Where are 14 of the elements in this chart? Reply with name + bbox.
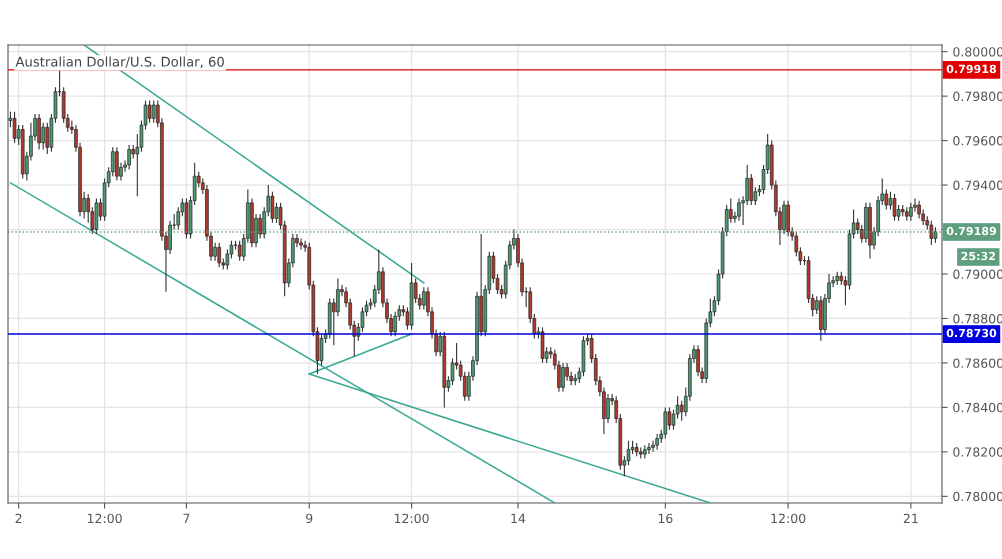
ref-line-label: 0.79189: [946, 226, 997, 236]
x-tick-label: 7: [183, 513, 190, 523]
ref-line-label: 0.79918: [946, 64, 997, 74]
x-tick-label: 12:00: [771, 513, 806, 524]
text: Australian Dollar/U.S. Dollar, 60: [15, 56, 224, 69]
x-tick-label: 9: [306, 513, 313, 524]
x-tick-label: 2: [15, 513, 22, 523]
text: 25:32: [961, 251, 996, 261]
x-tick-label: 14: [511, 513, 526, 523]
x-tick-label: 16: [658, 513, 673, 524]
x-tick-label: 12:00: [87, 513, 122, 524]
x-tick-label: 21: [903, 513, 918, 523]
x-tick-label: 12:00: [394, 513, 429, 524]
ref-line-label: 0.78730: [946, 328, 997, 338]
